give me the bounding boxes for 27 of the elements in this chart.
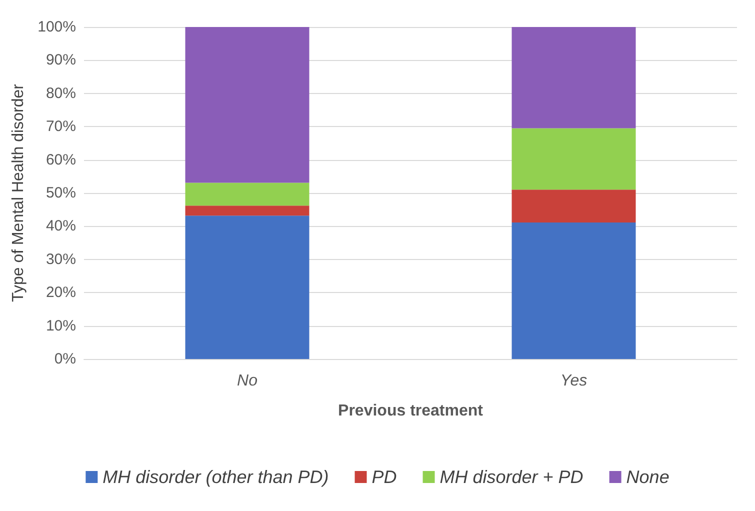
bar [185, 27, 310, 183]
bar [185, 216, 310, 359]
y-tick-label: 70% [46, 118, 76, 136]
y-tick-label: 0% [54, 350, 76, 368]
legend-label: PD [372, 467, 397, 487]
y-tick-label: 40% [46, 218, 76, 235]
y-tick-label: 90% [46, 52, 76, 69]
bar [512, 190, 636, 223]
bar [512, 128, 636, 190]
bar [512, 27, 636, 128]
x-axis-title: Previous treatment [338, 402, 484, 420]
y-tick-label: 30% [46, 250, 76, 268]
y-tick-label: 100% [38, 18, 76, 36]
legend-label: None [626, 467, 670, 487]
bar [512, 222, 636, 359]
y-tick-label: 60% [46, 151, 76, 168]
y-tick-label: 80% [46, 84, 76, 102]
y-tick-label: 20% [46, 284, 76, 302]
y-tick-label: 10% [46, 317, 76, 334]
x-tick-label: No [237, 372, 258, 390]
legend-label: MH disorder + PD [440, 467, 584, 487]
x-tick-label: Yes [560, 372, 588, 390]
legend-label: MH disorder (other than PD) [102, 467, 329, 487]
bar [185, 182, 310, 206]
y-tick-label: 50% [46, 184, 76, 202]
bar [185, 206, 310, 216]
y-axis-title: Type of Mental Health disorder [10, 83, 28, 302]
